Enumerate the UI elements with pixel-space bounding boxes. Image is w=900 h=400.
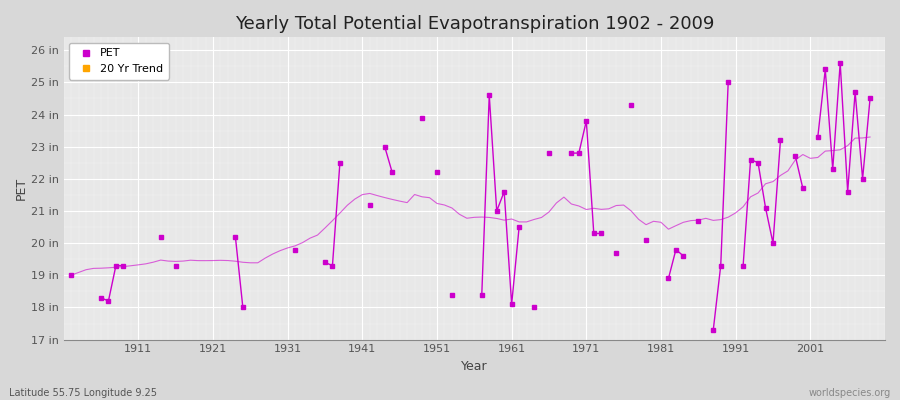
Title: Yearly Total Potential Evapotranspiration 1902 - 2009: Yearly Total Potential Evapotranspiratio… — [235, 15, 714, 33]
X-axis label: Year: Year — [461, 360, 488, 373]
Y-axis label: PET: PET — [15, 177, 28, 200]
Text: worldspecies.org: worldspecies.org — [809, 388, 891, 398]
Text: Latitude 55.75 Longitude 9.25: Latitude 55.75 Longitude 9.25 — [9, 388, 157, 398]
Legend: PET, 20 Yr Trend: PET, 20 Yr Trend — [69, 43, 169, 80]
